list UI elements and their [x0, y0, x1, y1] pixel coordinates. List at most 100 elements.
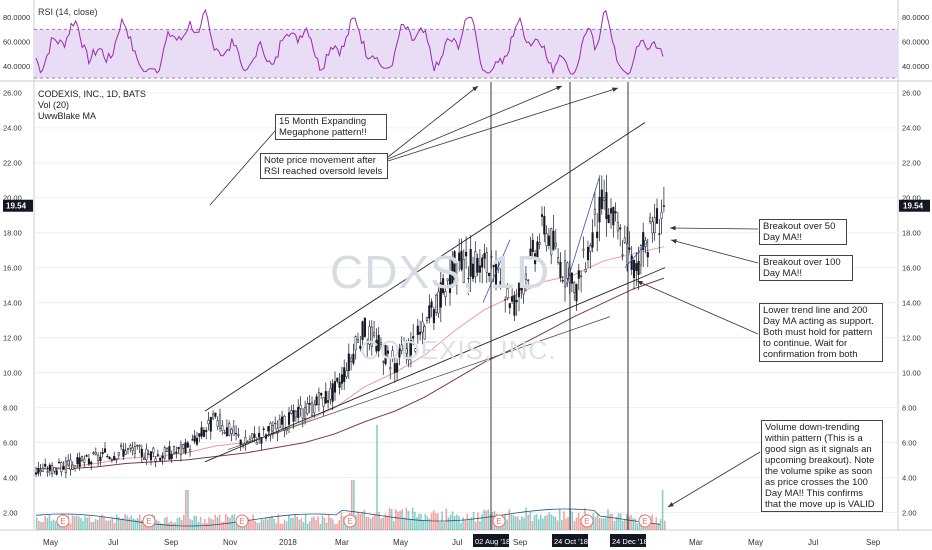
annotation-breakout-100ma[interactable]: Breakout over 100 Day MA!! [759, 255, 853, 281]
price-tick-left: 12.00 [3, 334, 22, 343]
volume-bar [96, 519, 99, 530]
volume-bar [525, 507, 527, 530]
candle-body [57, 461, 61, 464]
arrow-volume-head [668, 502, 674, 507]
volume-bar [288, 515, 290, 530]
candle-body [448, 272, 452, 294]
volume-bar [550, 514, 553, 530]
annotation-support[interactable]: Lower trend line and 200 Day MA acting a… [759, 303, 883, 362]
volume-bar [298, 519, 301, 530]
date-highlight-label: 24 Dec '18 [612, 537, 648, 546]
candle-body [471, 263, 475, 279]
candle-body [136, 444, 139, 447]
price-tick-right: 18.00 [902, 229, 921, 238]
price-tick-right: 14.00 [902, 299, 921, 308]
arrow-rsi-2-head [556, 85, 562, 91]
price-tick-right: 22.00 [902, 159, 921, 168]
volume-bar [195, 515, 198, 530]
candle-body [586, 247, 590, 261]
candle-body [202, 430, 205, 437]
candle-body [414, 348, 417, 352]
candle-body [163, 447, 166, 459]
volume-bar [309, 520, 311, 530]
volume-bar [340, 512, 343, 530]
lower-trend-line [204, 267, 666, 463]
candle-body [85, 455, 88, 457]
candle-body [435, 294, 438, 314]
candle-body [237, 434, 240, 436]
candle-body [152, 447, 155, 454]
volume-bar [380, 518, 382, 530]
volume-bar [50, 521, 53, 530]
volume-bar [621, 520, 624, 530]
volume-bar [363, 509, 366, 530]
volume-bar [653, 523, 655, 530]
volume-bar [523, 517, 525, 530]
candle-body [580, 275, 583, 278]
candle-body [110, 459, 113, 461]
candle-body [74, 465, 77, 469]
candle-body [442, 278, 445, 294]
volume-bar [84, 516, 86, 530]
watermark-name: CODEXIS, INC. [360, 335, 557, 365]
candle-body [409, 340, 412, 356]
earnings-marker-label: E [146, 517, 151, 526]
volume-bar [403, 517, 406, 530]
volume-bar [306, 523, 309, 530]
time-axis-label: 2018 [279, 538, 297, 547]
candle-body [44, 463, 47, 467]
candle-body [122, 448, 125, 457]
candle-body [529, 248, 532, 257]
volume-bar [624, 519, 626, 530]
ma-slow-line [36, 277, 665, 470]
volume-bar [256, 523, 259, 530]
volume-bar [294, 514, 296, 530]
time-axis-label: Sep [866, 538, 881, 547]
earnings-marker [142, 514, 156, 528]
earnings-marker [638, 514, 652, 528]
candle-body [228, 423, 231, 436]
candle-body [329, 388, 332, 400]
volume-bar [456, 514, 458, 530]
candle-body [536, 241, 539, 259]
candle-body [306, 403, 309, 414]
volume-bar [474, 521, 477, 530]
volume-bar [409, 519, 412, 530]
arrow-breakout-100 [670, 239, 759, 264]
volume-bar [447, 517, 450, 530]
annotation-volume[interactable]: Volume down-trending within pattern (Thi… [761, 420, 883, 512]
candle-body [184, 442, 187, 454]
volume-bar [94, 518, 97, 530]
candle-body [336, 377, 339, 382]
volume-bar [521, 516, 523, 530]
volume-bar [275, 523, 277, 530]
candle-body [207, 420, 210, 425]
volume-bar [90, 522, 93, 530]
candle-body [632, 259, 636, 279]
candle-body [331, 383, 334, 402]
candle-body [609, 208, 613, 214]
volume-bar [657, 523, 660, 530]
volume-bar [479, 521, 481, 530]
volume-bar [435, 513, 437, 530]
volume-bar [376, 425, 378, 530]
candle-body [520, 286, 523, 291]
arrow-rsi-2 [387, 85, 563, 160]
volume-bar [222, 521, 225, 530]
volume-bar [411, 507, 414, 530]
volume-bar [136, 518, 139, 530]
volume-bar [48, 514, 51, 530]
volume-bar [75, 515, 78, 530]
candle-body [80, 455, 84, 461]
candle-body [423, 326, 426, 340]
candle-body [619, 227, 622, 230]
candle-body [439, 282, 442, 308]
annotation-rsi-oversold[interactable]: Note price movement after RSI reached ov… [260, 153, 388, 179]
annotation-breakout-50ma[interactable]: Breakout over 50 Day MA!! [759, 219, 847, 245]
volume-bar [162, 523, 164, 530]
volume-bar [351, 480, 353, 530]
candle-body [76, 457, 79, 464]
volume-bar [464, 520, 466, 530]
annotation-megaphone[interactable]: 15 Month Expanding Megaphone pattern!! [275, 114, 387, 140]
candle-body [205, 430, 208, 432]
